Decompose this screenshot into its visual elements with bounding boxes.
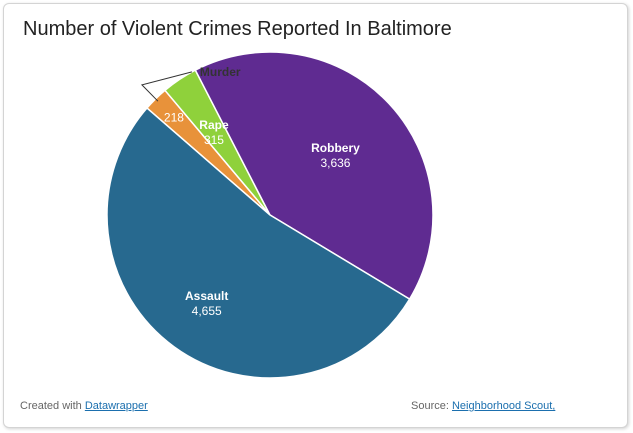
- pie-value-murder: 218: [164, 110, 184, 124]
- chart-title: Number of Violent Crimes Reported In Bal…: [23, 18, 452, 40]
- pie-value-robbery: 3,636: [320, 156, 350, 170]
- datawrapper-link[interactable]: Datawrapper: [84, 400, 148, 412]
- pie-label-murder: Murder: [200, 65, 241, 79]
- footer-created-text: Created with: [20, 400, 82, 412]
- footer-source: Source: Neighborhood Scout,: [411, 400, 555, 412]
- source-link[interactable]: Neighborhood Scout,: [451, 400, 556, 412]
- pie-slice-assault[interactable]: [106, 107, 411, 379]
- pie-leader-line-murder: [140, 71, 193, 102]
- pie-slices: [106, 51, 434, 379]
- pie-label-assault: Assault: [185, 289, 228, 303]
- footer-credit: Created with Datawrapper: [20, 400, 148, 412]
- pie-value-assault: 4,655: [192, 304, 222, 318]
- pie-value-rape: 315: [204, 133, 224, 147]
- pie-slice-robbery[interactable]: [194, 51, 434, 301]
- pie-label-rape: Rape: [199, 118, 229, 132]
- pie-label-robbery: Robbery: [311, 141, 360, 155]
- footer-source-text: Source:: [411, 400, 449, 412]
